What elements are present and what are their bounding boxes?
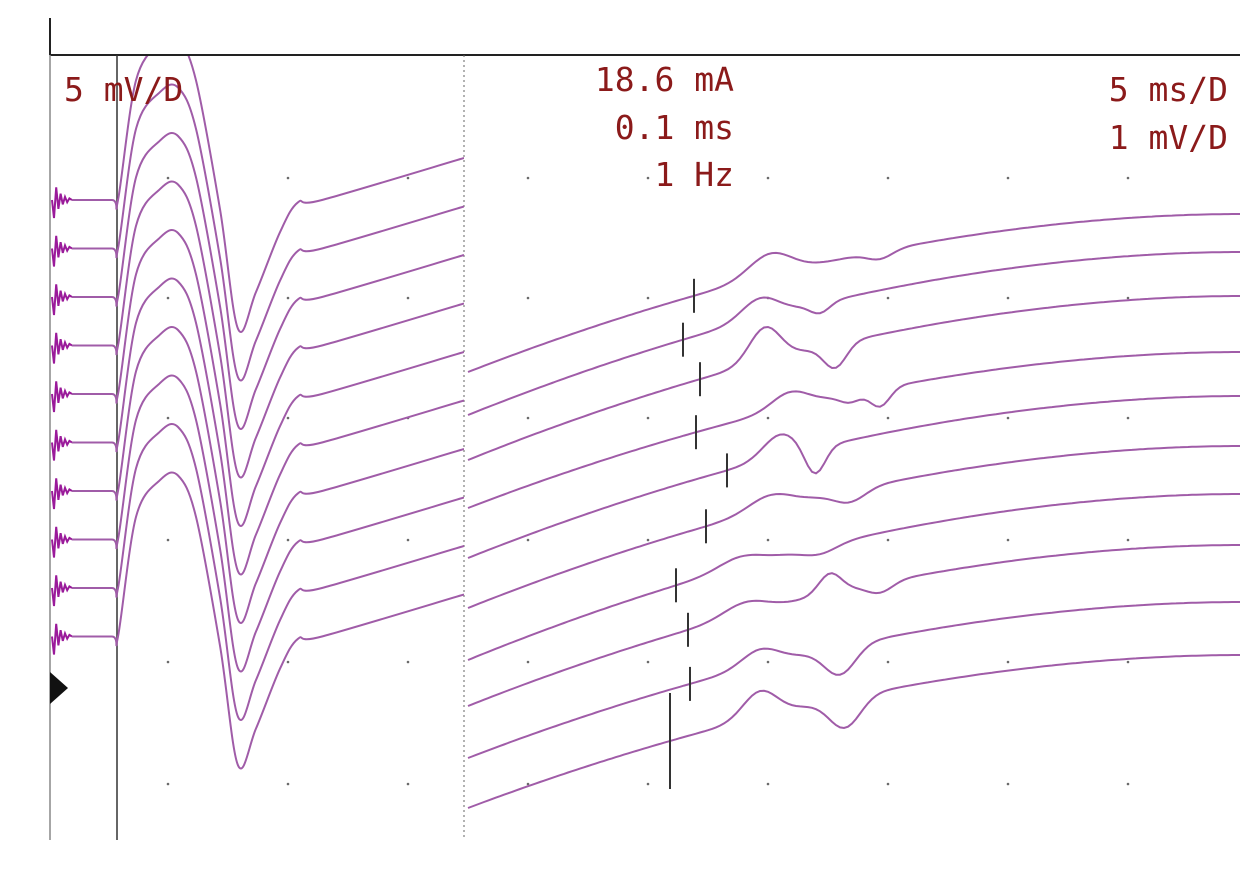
grid-dot <box>646 538 650 542</box>
left-gain-label: 5 mV/D <box>64 70 184 109</box>
grid-dot <box>886 176 890 180</box>
grid-dot <box>766 176 770 180</box>
right-trace <box>467 395 1240 559</box>
right-trace <box>467 351 1240 509</box>
stimulus-artifact <box>51 187 73 219</box>
grid-dot <box>1126 176 1130 180</box>
grid-dot <box>286 660 290 664</box>
grid-dot <box>766 416 770 420</box>
stimulus-intensity-label: 18.6 mA <box>594 60 734 99</box>
right-panel-traces <box>467 213 1240 809</box>
right-trace <box>467 295 1240 461</box>
right-gain-label: 1 mV/D <box>1108 118 1228 157</box>
right-trace <box>467 601 1240 759</box>
grid-dot <box>766 660 770 664</box>
grid-dot <box>166 176 170 180</box>
left-trace <box>72 228 464 527</box>
right-trace <box>467 493 1240 661</box>
grid-dot <box>886 538 890 542</box>
grid-dot <box>646 660 650 664</box>
grid-dot <box>406 782 410 786</box>
sweep-speed-label: 5 ms/D <box>1108 70 1228 109</box>
grid-dot <box>646 176 650 180</box>
grid-dot <box>1006 538 1010 542</box>
latency-markers <box>669 278 728 789</box>
left-trace <box>72 374 464 673</box>
grid-dot <box>646 782 650 786</box>
right-trace <box>467 251 1240 416</box>
grid-dot <box>526 538 530 542</box>
grid-dot <box>166 782 170 786</box>
grid-dot <box>526 660 530 664</box>
grid-dot <box>886 660 890 664</box>
left-trace <box>72 180 464 479</box>
grid-dots <box>166 176 1130 786</box>
stimulus-artifact <box>51 526 73 558</box>
grid-dot <box>1006 660 1010 664</box>
right-trace <box>467 654 1240 809</box>
stimulus-artifact <box>51 429 73 461</box>
grid-dot <box>166 660 170 664</box>
stimulus-artifact <box>51 332 73 364</box>
grid-dot <box>1126 296 1130 300</box>
left-trace <box>72 56 464 333</box>
grid-dot <box>1006 296 1010 300</box>
grid-dot <box>286 538 290 542</box>
stimulus-artifact <box>51 478 73 510</box>
stimulus-artifact <box>51 623 73 655</box>
left-trace <box>72 471 464 770</box>
grid-dot <box>766 782 770 786</box>
stimulus-rate-label: 1 Hz <box>654 155 734 194</box>
grid-dot <box>406 660 410 664</box>
grid-dot <box>646 416 650 420</box>
grid-dot <box>1006 782 1010 786</box>
stimulus-duration-label: 0.1 ms <box>614 108 734 147</box>
grid-dot <box>526 416 530 420</box>
right-trace <box>467 445 1240 609</box>
grid-dot <box>1006 416 1010 420</box>
grid-dot <box>286 296 290 300</box>
grid-dot <box>526 296 530 300</box>
grid-dot <box>286 782 290 786</box>
grid-dot <box>166 296 170 300</box>
left-panel-traces <box>71 56 464 770</box>
grid-dot <box>1006 176 1010 180</box>
right-trace <box>467 213 1240 373</box>
left-trace <box>71 422 464 721</box>
stimulus-artifact <box>51 381 73 413</box>
left-trace <box>71 325 464 624</box>
left-trace <box>72 131 464 430</box>
grid-dot <box>286 176 290 180</box>
grid-dot <box>1126 416 1130 420</box>
grid-dot <box>286 416 290 420</box>
stimulus-artifacts <box>51 187 73 655</box>
grid-dot <box>166 538 170 542</box>
grid-dot <box>166 416 170 420</box>
grid-dot <box>526 176 530 180</box>
grid-dot <box>526 782 530 786</box>
left-trace <box>72 83 464 382</box>
grid-dot <box>886 416 890 420</box>
grid-dot <box>886 296 890 300</box>
grid-dot <box>646 296 650 300</box>
grid-dot <box>1126 538 1130 542</box>
grid-dot <box>1126 782 1130 786</box>
grid-dot <box>766 538 770 542</box>
grid-dot <box>406 176 410 180</box>
grid-dot <box>886 782 890 786</box>
grid-dot <box>406 296 410 300</box>
stimulus-artifact <box>51 575 73 607</box>
stimulus-artifact <box>51 235 73 267</box>
baseline-marker-triangle <box>50 672 68 704</box>
grid-dot <box>1126 660 1130 664</box>
grid-dot <box>406 538 410 542</box>
stimulus-artifact <box>51 284 73 316</box>
left-trace <box>71 277 464 576</box>
right-trace <box>467 544 1240 707</box>
